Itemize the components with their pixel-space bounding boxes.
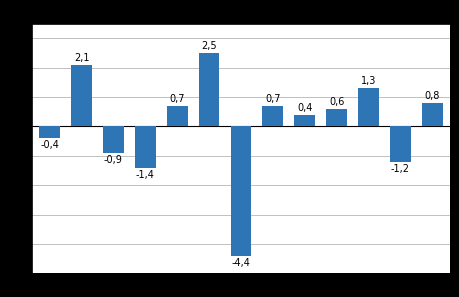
Bar [71, 65, 92, 127]
Text: 0,7: 0,7 [169, 94, 185, 104]
Text: -4,4: -4,4 [231, 258, 251, 268]
Text: -1,2: -1,2 [391, 164, 410, 174]
Text: -0,9: -0,9 [104, 155, 123, 165]
Bar [294, 115, 315, 127]
Bar [39, 127, 60, 138]
Text: 0,4: 0,4 [297, 103, 313, 113]
Bar [263, 106, 283, 127]
Text: 0,8: 0,8 [425, 91, 440, 101]
Bar [103, 127, 124, 153]
Text: 0,6: 0,6 [329, 97, 344, 107]
Bar [230, 127, 252, 256]
Bar [326, 109, 347, 127]
Bar [390, 127, 411, 162]
Bar [199, 53, 219, 127]
Text: 0,7: 0,7 [265, 94, 280, 104]
Text: 2,5: 2,5 [202, 41, 217, 51]
Bar [358, 88, 379, 127]
Bar [422, 103, 442, 127]
Text: -0,4: -0,4 [40, 140, 59, 150]
Bar [167, 106, 188, 127]
Text: 2,1: 2,1 [74, 53, 90, 63]
Text: -1,4: -1,4 [136, 170, 155, 180]
Bar [135, 127, 156, 168]
Text: 1,3: 1,3 [361, 76, 376, 86]
